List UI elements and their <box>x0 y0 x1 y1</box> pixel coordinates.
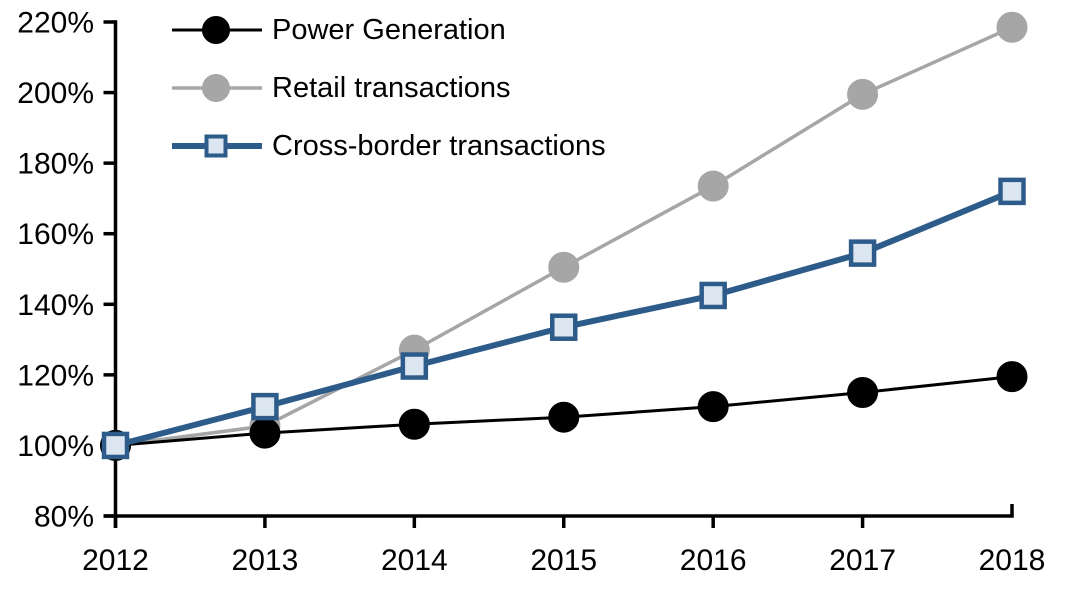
y-tick-label: 80% <box>34 501 94 534</box>
legend-item-power-generation: Power Generation <box>170 1 606 59</box>
data-point-circle <box>996 11 1028 43</box>
legend-label-cross-border-transactions: Cross-border transactions <box>272 129 606 162</box>
data-point-square <box>699 281 727 310</box>
y-tick-label: 160% <box>17 218 94 251</box>
data-point-circle <box>202 16 230 44</box>
data-point-circle <box>548 401 580 433</box>
cross-border-transactions-line-marker-icon <box>172 134 262 158</box>
x-tick-label: 2014 <box>381 544 448 577</box>
x-tick-label: 2015 <box>530 544 597 577</box>
y-tick-label: 220% <box>17 7 94 40</box>
data-point-circle <box>697 391 729 423</box>
data-point-circle <box>697 170 729 202</box>
y-tick-label: 100% <box>17 430 94 463</box>
series-cross-border-transactions <box>101 177 1026 460</box>
data-point-square <box>998 177 1026 206</box>
data-point-circle <box>996 361 1028 393</box>
x-tick-label: 2013 <box>232 544 299 577</box>
x-tick-label: 2018 <box>979 544 1046 577</box>
y-tick-label: 120% <box>17 359 94 392</box>
data-point-circle <box>202 74 230 102</box>
data-point-square <box>550 313 578 341</box>
data-point-circle <box>847 78 879 110</box>
data-point-square <box>204 134 228 158</box>
x-tick-label: 2016 <box>680 544 747 577</box>
legend: Power Generation Retail transactions Cro… <box>170 1 606 175</box>
data-point-square <box>400 352 429 380</box>
data-point-circle <box>548 251 580 283</box>
data-point-square <box>101 431 130 460</box>
legend-label-power-generation: Power Generation <box>272 13 506 46</box>
data-point-circle <box>847 377 879 408</box>
y-tick-label: 140% <box>17 289 94 322</box>
power-generation-line-marker-icon <box>172 16 262 44</box>
data-point-circle <box>398 408 430 440</box>
x-tick-label: 2012 <box>82 544 149 577</box>
data-point-circle <box>249 417 281 449</box>
y-tick-label: 200% <box>17 77 94 110</box>
retail-transactions-line-marker-icon <box>172 74 262 102</box>
data-point-square <box>251 392 279 421</box>
data-point-square <box>848 239 877 267</box>
x-tick-label: 2017 <box>829 544 896 577</box>
legend-item-retail-transactions: Retail transactions <box>170 59 606 117</box>
y-tick-label: 180% <box>17 148 94 181</box>
series-power-generation <box>100 361 1028 461</box>
legend-item-cross-border-transactions: Cross-border transactions <box>170 117 606 175</box>
legend-label-retail-transactions: Retail transactions <box>272 71 511 104</box>
